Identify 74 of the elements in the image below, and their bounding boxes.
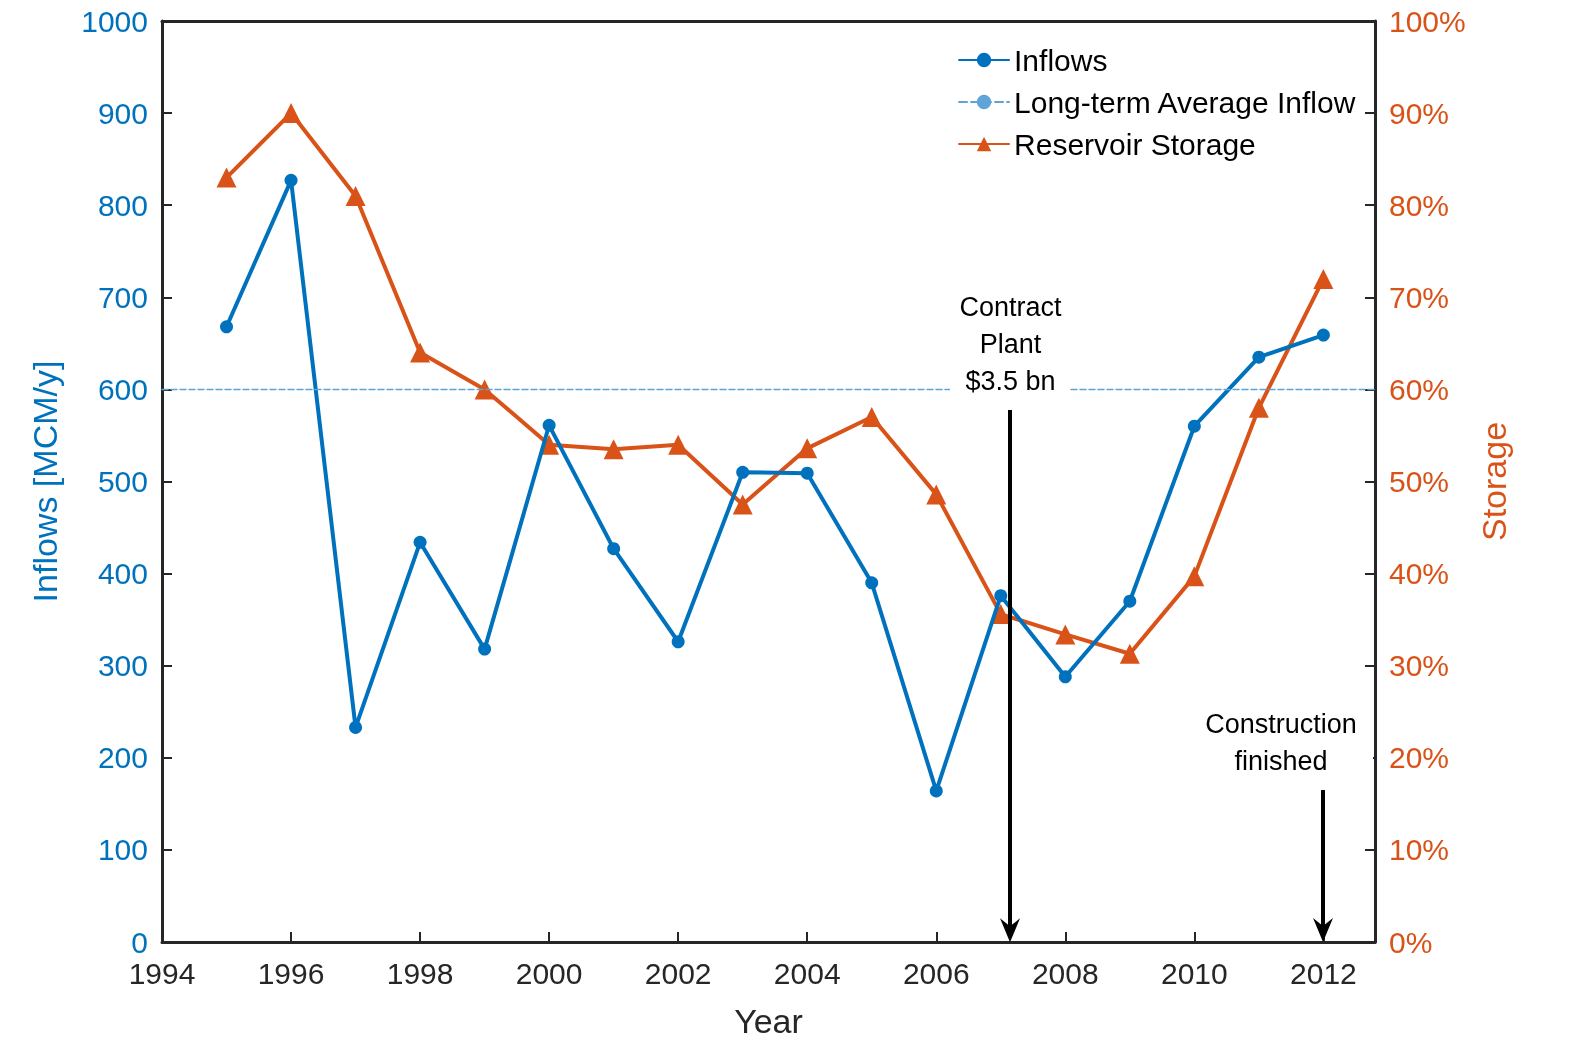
- y-tick-label: 900: [97, 96, 148, 130]
- point: [345, 185, 366, 206]
- point: [603, 439, 624, 460]
- point: [542, 418, 556, 432]
- x-axis-title: Year: [734, 1002, 803, 1040]
- point: [1119, 643, 1140, 664]
- point: [1316, 328, 1330, 342]
- point: [220, 320, 234, 334]
- point: [349, 720, 363, 734]
- point: [671, 635, 685, 649]
- x-tick-label: 1994: [128, 956, 196, 990]
- annotation: Construction finished: [1189, 704, 1373, 783]
- y2-tick-label: 50%: [1389, 465, 1450, 498]
- point: [994, 589, 1008, 603]
- y-tick-label: 0: [131, 925, 148, 959]
- point: [413, 535, 427, 549]
- y-tick-label: 1000: [81, 4, 148, 38]
- y-axis-title: Inflows [MCM/y]: [26, 360, 64, 603]
- legend-label: Reservoir Storage: [1014, 127, 1256, 161]
- point: [1055, 624, 1076, 645]
- x-tick-label: 2008: [1031, 956, 1099, 990]
- point: [216, 167, 237, 188]
- y-tick-label: 500: [97, 465, 148, 498]
- y2-tick-label: 10%: [1389, 833, 1450, 867]
- x-tick-label: 2000: [515, 956, 583, 990]
- y2-tick-label: 70%: [1389, 280, 1450, 314]
- x-tick-label: 2012: [1290, 956, 1357, 990]
- x-tick-label: 2006: [902, 956, 970, 990]
- y2-tick-label: 90%: [1389, 96, 1450, 130]
- x-tick-label: 1996: [257, 956, 325, 990]
- point: [474, 379, 495, 400]
- y-tick-label: 700: [97, 280, 148, 314]
- point: [607, 542, 621, 556]
- x-tick-label: 2004: [773, 956, 841, 990]
- legend-label: Inflows: [1014, 43, 1108, 77]
- y2-tick-label: 20%: [1389, 741, 1450, 775]
- point: [1184, 566, 1205, 587]
- point: [926, 484, 947, 505]
- point: [284, 173, 298, 187]
- y2-tick-label: 80%: [1389, 188, 1450, 222]
- point: [1313, 268, 1334, 289]
- y2-tick-label: 40%: [1389, 557, 1450, 591]
- point: [1123, 594, 1137, 608]
- y2-tick-label: 60%: [1389, 372, 1450, 406]
- point: [1248, 397, 1269, 418]
- y2-tick-label: 0%: [1389, 925, 1433, 959]
- y2-tick-label: 100%: [1389, 4, 1466, 38]
- y-tick-label: 600: [97, 372, 148, 406]
- point: [478, 642, 492, 656]
- point: [861, 407, 882, 428]
- x-tick-label: 2002: [644, 956, 712, 990]
- point: [797, 438, 818, 459]
- point: [1058, 670, 1072, 684]
- point: [281, 103, 302, 124]
- point: [736, 465, 750, 479]
- legend-label: Long-term Average Inflow: [1014, 85, 1356, 119]
- x-tick-label: 1998: [386, 956, 454, 990]
- y-tick-label: 200: [97, 741, 148, 775]
- point: [865, 576, 879, 590]
- point: [800, 466, 814, 480]
- point: [1187, 419, 1201, 433]
- annotation: Contract Plant $3.5 bn: [950, 286, 1071, 402]
- y2-axis-title: Storage: [1474, 421, 1513, 542]
- y-tick-label: 400: [97, 557, 148, 591]
- point: [668, 434, 689, 455]
- y2-tick-label: 30%: [1389, 649, 1450, 683]
- point: [410, 342, 431, 363]
- point: [732, 494, 753, 515]
- x-tick-label: 2010: [1160, 956, 1228, 990]
- y-tick-label: 800: [97, 188, 148, 222]
- point: [1252, 350, 1266, 364]
- y-tick-label: 300: [97, 649, 148, 683]
- y-tick-label: 100: [97, 833, 148, 867]
- point: [929, 784, 943, 798]
